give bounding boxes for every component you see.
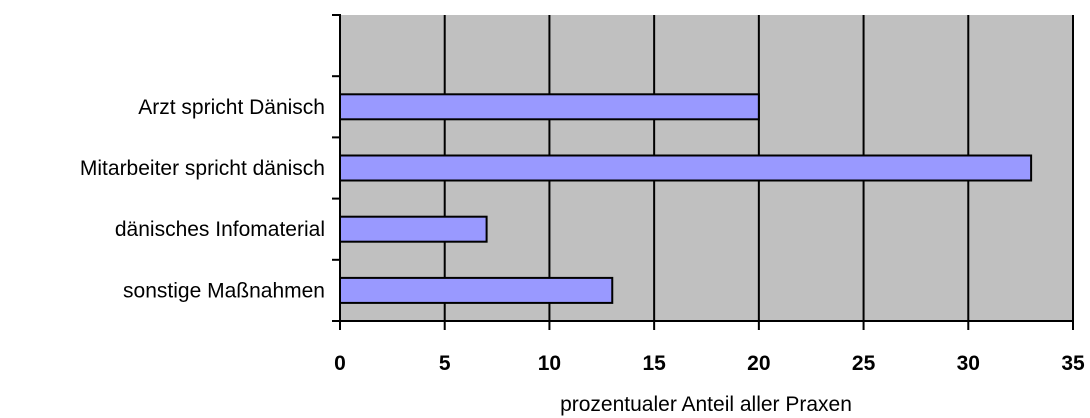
x-tick-label-15: 15 xyxy=(642,352,666,375)
x-axis-title: prozentualer Anteil aller Praxen xyxy=(560,393,852,416)
bar-2 xyxy=(339,154,1033,182)
bar-3 xyxy=(339,215,488,243)
x-tick-label-30: 30 xyxy=(957,352,980,375)
bar-1 xyxy=(339,93,760,121)
tick-labels: 0 5 10 15 20 25 30 35 xyxy=(334,352,1085,375)
bar-4 xyxy=(339,276,614,304)
x-tick-label-20: 20 xyxy=(747,352,770,375)
x-tick-label-35: 35 xyxy=(1061,352,1085,375)
x-tick-label-25: 25 xyxy=(852,352,876,375)
axes xyxy=(332,14,1074,330)
category-label-4: sonstige Maßnahmen xyxy=(123,279,325,302)
x-tick-label-10: 10 xyxy=(538,352,561,375)
x-tick-label-0: 0 xyxy=(334,352,346,375)
category-label-1: Arzt spricht Dänisch xyxy=(138,96,325,119)
category-label-3: dänisches Infomaterial xyxy=(115,218,325,241)
x-tick-label-5: 5 xyxy=(439,352,451,375)
category-labels: Arzt spricht Dänisch Mitarbeiter spricht … xyxy=(80,96,325,303)
category-label-2: Mitarbeiter spricht dänisch xyxy=(80,157,325,180)
